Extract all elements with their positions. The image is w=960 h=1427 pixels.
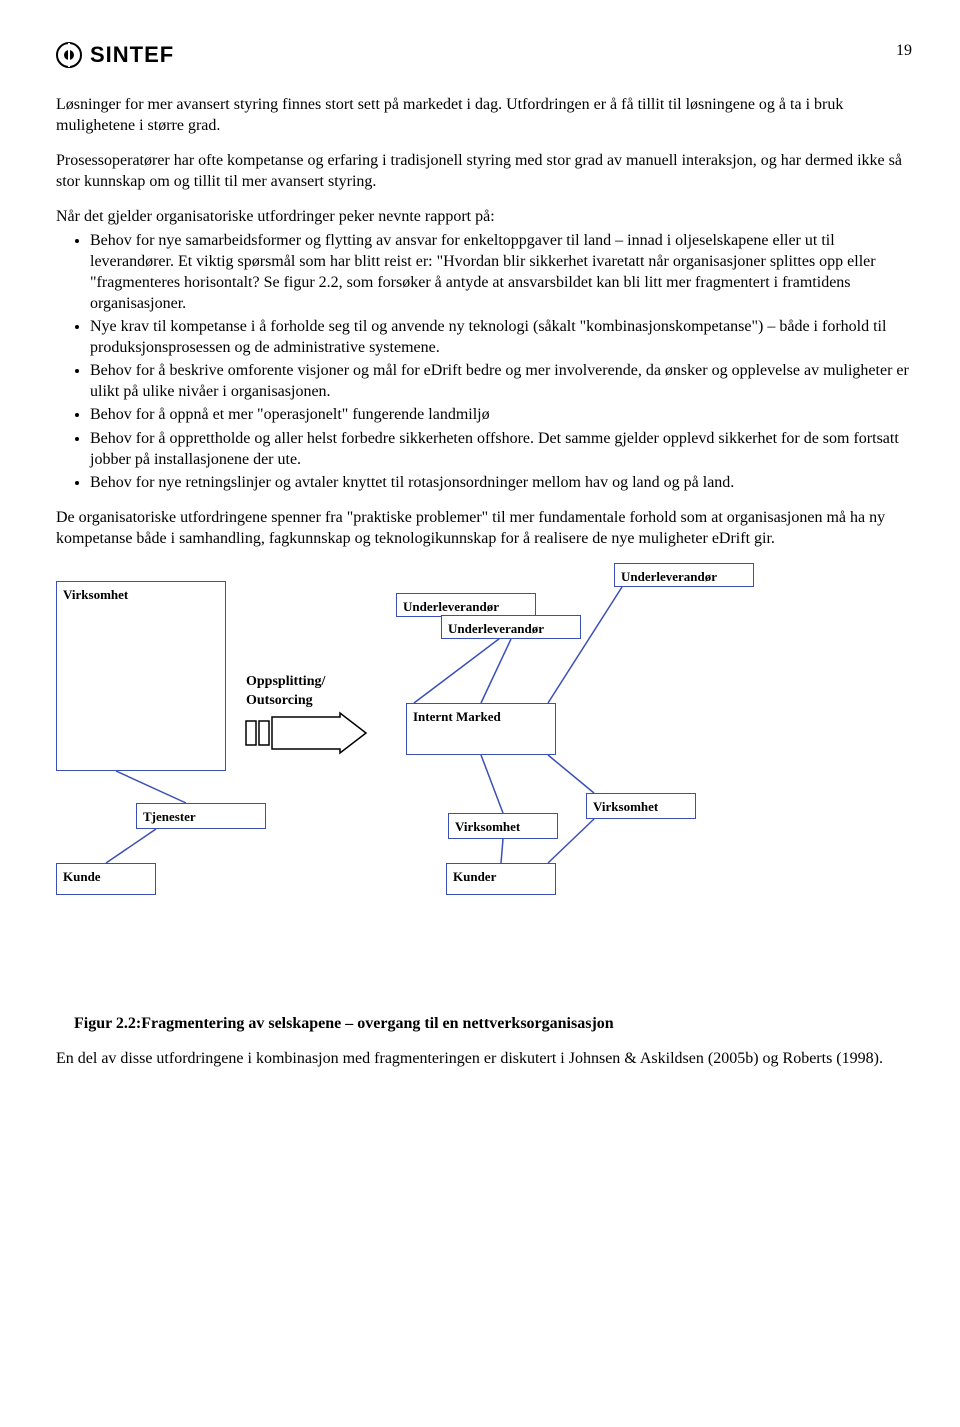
diagram-node-underlev_top: Underleverandør xyxy=(614,563,754,587)
page-number: 19 xyxy=(896,40,912,61)
body-paragraph: De organisatoriske utfordringene spenner… xyxy=(56,507,912,549)
diagram-node-internt_marked: Internt Marked xyxy=(406,703,556,755)
diagram-node-kunder: Kunder xyxy=(446,863,556,895)
body-paragraph: En del av disse utfordringene i kombinas… xyxy=(56,1048,912,1069)
page-header: SINTEF 19 xyxy=(56,40,912,76)
list-item: Behov for nye samarbeidsformer og flytti… xyxy=(90,230,912,314)
diagram-node-virksomhet_r1: Virksomhet xyxy=(586,793,696,819)
list-item: Nye krav til kompetanse i å forholde seg… xyxy=(90,316,912,358)
diagram-node-virksomhet_r2: Virksomhet xyxy=(448,813,558,839)
diagram-node-underlev_mid2: Underleverandør xyxy=(441,615,581,639)
bullet-list: Behov for nye samarbeidsformer og flytti… xyxy=(56,230,912,493)
sintef-logo-icon xyxy=(56,42,82,68)
diagram-node-virksomhet_big: Virksomhet xyxy=(56,581,226,771)
figure-diagram: VirksomhetTjenesterKundeUnderleverandørU… xyxy=(56,563,876,993)
diagram-node-kunde: Kunde xyxy=(56,863,156,895)
diagram-node-underlev_mid1: Underleverandør xyxy=(396,593,536,617)
diagram-node-tjenester: Tjenester xyxy=(136,803,266,829)
list-item: Behov for å oppnå et mer "operasjonelt" … xyxy=(90,404,912,425)
body-paragraph: Løsninger for mer avansert styring finne… xyxy=(56,94,912,136)
logo: SINTEF xyxy=(56,40,912,69)
list-item: Behov for å beskrive omforente visjoner … xyxy=(90,360,912,402)
body-paragraph: Prosessoperatører har ofte kompetanse og… xyxy=(56,150,912,192)
figure-caption: Figur 2.2:Fragmentering av selskapene – … xyxy=(74,1013,912,1034)
list-item: Behov for å opprettholde og aller helst … xyxy=(90,428,912,470)
logo-text: SINTEF xyxy=(90,40,174,69)
diagram-label-oppsplitting: Oppsplitting/Outsorcing xyxy=(246,673,325,710)
list-intro: Når det gjelder organisatoriske utfordri… xyxy=(56,206,912,227)
list-item: Behov for nye retningslinjer og avtaler … xyxy=(90,472,912,493)
